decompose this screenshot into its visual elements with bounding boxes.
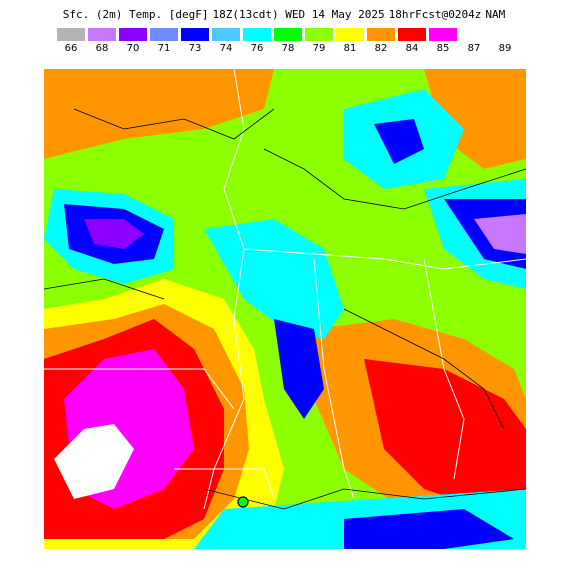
legend-tick-label: 70 [126, 43, 140, 54]
legend-tick-label: 68 [95, 43, 109, 54]
legend-swatch [305, 28, 333, 41]
legend-swatch [336, 28, 364, 41]
map-title: Sfc. (2m) Temp. [degF] 18Z(13cdt) WED 14 … [0, 8, 572, 21]
band-68-northeast [474, 214, 526, 254]
state-line [44, 368, 235, 410]
legend-swatch [88, 28, 116, 41]
legend-swatch [150, 28, 178, 41]
band-73-gulf [344, 509, 514, 549]
legend-swatch [119, 28, 147, 41]
state-boundaries [44, 69, 526, 510]
legend-swatch [429, 28, 457, 41]
legend-swatch [398, 28, 426, 41]
contour [73, 108, 275, 140]
legend-tick-label: 73 [188, 43, 202, 54]
title-product: Sfc. (2m) Temp. [degF] [62, 8, 209, 21]
temperature-map [44, 69, 526, 549]
band-76-central [204, 219, 344, 339]
state-line [423, 258, 465, 480]
contour [263, 148, 526, 210]
legend-tick-label: 85 [436, 43, 450, 54]
legend-swatch [212, 28, 240, 41]
band-87-west [54, 424, 134, 499]
legend-swatch [57, 28, 85, 41]
band-82-north [44, 69, 274, 159]
title-forecast-hour: 18hrFcst@0204z [388, 8, 482, 21]
legend-tick-label: 71 [157, 43, 171, 54]
legend-tick-label: 74 [219, 43, 233, 54]
band-73-central [274, 319, 324, 419]
title-model: NAM [485, 8, 506, 21]
contour-lines [44, 108, 526, 510]
legend-tick-label: 84 [405, 43, 419, 54]
legend-swatch [367, 28, 395, 41]
legend-swatch [243, 28, 271, 41]
coastline [203, 488, 526, 510]
legend-tick-label: 82 [374, 43, 388, 54]
legend-tick-label: 79 [312, 43, 326, 54]
band-84-southeast [364, 359, 526, 509]
state-line [174, 468, 275, 500]
state-line [203, 69, 245, 510]
state-line [243, 248, 526, 270]
legend-tick-label: 89 [498, 43, 512, 54]
state-line [313, 258, 355, 500]
legend-tick-label: 81 [343, 43, 357, 54]
band-82-northeast [424, 69, 526, 169]
contour [343, 308, 505, 430]
legend-tick-label: 66 [64, 43, 78, 54]
legend-swatch [274, 28, 302, 41]
title-valid-time: 18Z(13cdt) WED 14 May 2025 [212, 8, 385, 21]
temperature-field [44, 69, 526, 549]
band-70-northwest [84, 219, 144, 249]
legend-tick-label: 76 [250, 43, 264, 54]
contour [44, 278, 165, 300]
legend-tick-label: 87 [467, 43, 481, 54]
legend-tick-label: 78 [281, 43, 295, 54]
legend-swatch [181, 28, 209, 41]
marker-circle [237, 496, 249, 508]
temperature-bands [44, 69, 526, 549]
band-73-north-central [374, 119, 424, 164]
